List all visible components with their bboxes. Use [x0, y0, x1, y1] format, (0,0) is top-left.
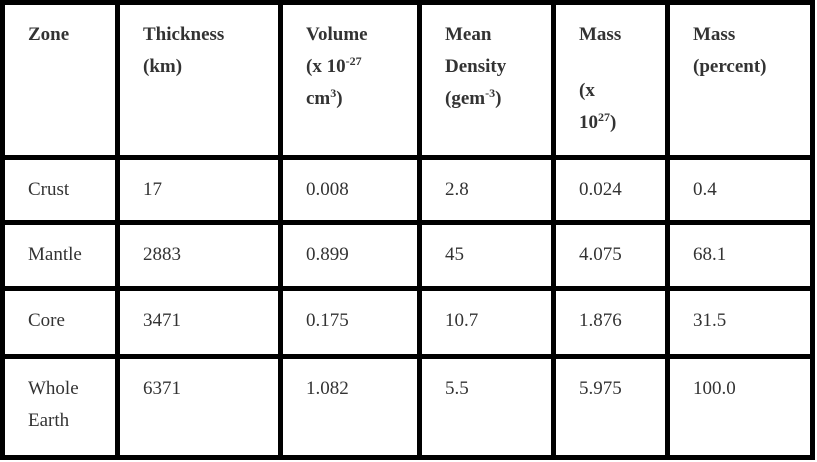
header-text: Mean: [445, 24, 492, 45]
table-cell: Whole Earth: [5, 359, 115, 455]
table-cell: 31.5: [670, 291, 810, 354]
header-text: Thickness: [143, 24, 225, 45]
header-text: (percent): [693, 56, 767, 77]
header-line: (x: [579, 75, 651, 107]
header-cell: Volume (x 10-27 cm3): [283, 5, 417, 155]
table-cell: 0.4: [670, 160, 810, 220]
header-text: Mass: [579, 24, 622, 45]
header-line: (x 10-27: [306, 51, 403, 83]
header-text: Mass: [693, 24, 736, 45]
header-line: Density: [445, 51, 537, 83]
header-line: (percent): [693, 51, 796, 83]
table-cell: 3471: [120, 291, 278, 354]
header-text: Zone: [28, 24, 70, 45]
superscript: 3: [330, 86, 337, 100]
header-line: 1027): [579, 107, 651, 139]
header-line: (gem-3): [445, 83, 537, 115]
header-text: (gem: [445, 88, 486, 109]
header-text: ): [495, 88, 502, 109]
superscript: -27: [345, 54, 362, 68]
header-line: Thickness: [143, 19, 264, 51]
table-cell: 1.082: [283, 359, 417, 455]
header-line: Mass: [693, 19, 796, 51]
header-text: 10: [579, 112, 598, 133]
header-cell: Mass (percent): [670, 5, 810, 155]
table-cell: 2883: [120, 225, 278, 286]
header-text: (km): [143, 56, 183, 77]
header-line: Volume: [306, 19, 403, 51]
table-cell: 0.175: [283, 291, 417, 354]
table-cell: Crust: [5, 160, 115, 220]
table-cell: 0.008: [283, 160, 417, 220]
header-text: ): [336, 88, 343, 109]
header-text: Density: [445, 56, 507, 77]
header-text: ): [610, 112, 617, 133]
table-cell: 5.975: [556, 359, 665, 455]
header-line: Mass: [579, 19, 651, 51]
table-cell: 6371: [120, 359, 278, 455]
header-line: cm3): [306, 83, 403, 115]
table-cell: Core: [5, 291, 115, 354]
header-line: Mean: [445, 19, 537, 51]
header-cell: Zone: [5, 5, 115, 155]
header-line: (km): [143, 51, 264, 83]
table-cell: 1.876: [556, 291, 665, 354]
table-cell: 68.1: [670, 225, 810, 286]
header-text: (x: [579, 80, 595, 101]
table-cell: 0.899: [283, 225, 417, 286]
table-cell: 45: [422, 225, 551, 286]
header-cell: Thickness (km): [120, 5, 278, 155]
header-text: (x 10: [306, 56, 346, 77]
table-cell: 0.024: [556, 160, 665, 220]
header-line: Zone: [28, 19, 101, 51]
table-cell: 100.0: [670, 359, 810, 455]
header-text: cm: [306, 88, 331, 109]
table-cell: Mantle: [5, 225, 115, 286]
superscript: 27: [598, 110, 610, 124]
table-cell: 4.075: [556, 225, 665, 286]
superscript: -3: [485, 86, 496, 100]
table-cell: 10.7: [422, 291, 551, 354]
header-text: Volume: [306, 24, 368, 45]
table-cell: 5.5: [422, 359, 551, 455]
table-cell: 17: [120, 160, 278, 220]
header-cell: Mass (x 1027): [556, 5, 665, 155]
table-cell: 2.8: [422, 160, 551, 220]
header-cell: Mean Density (gem-3): [422, 5, 551, 155]
